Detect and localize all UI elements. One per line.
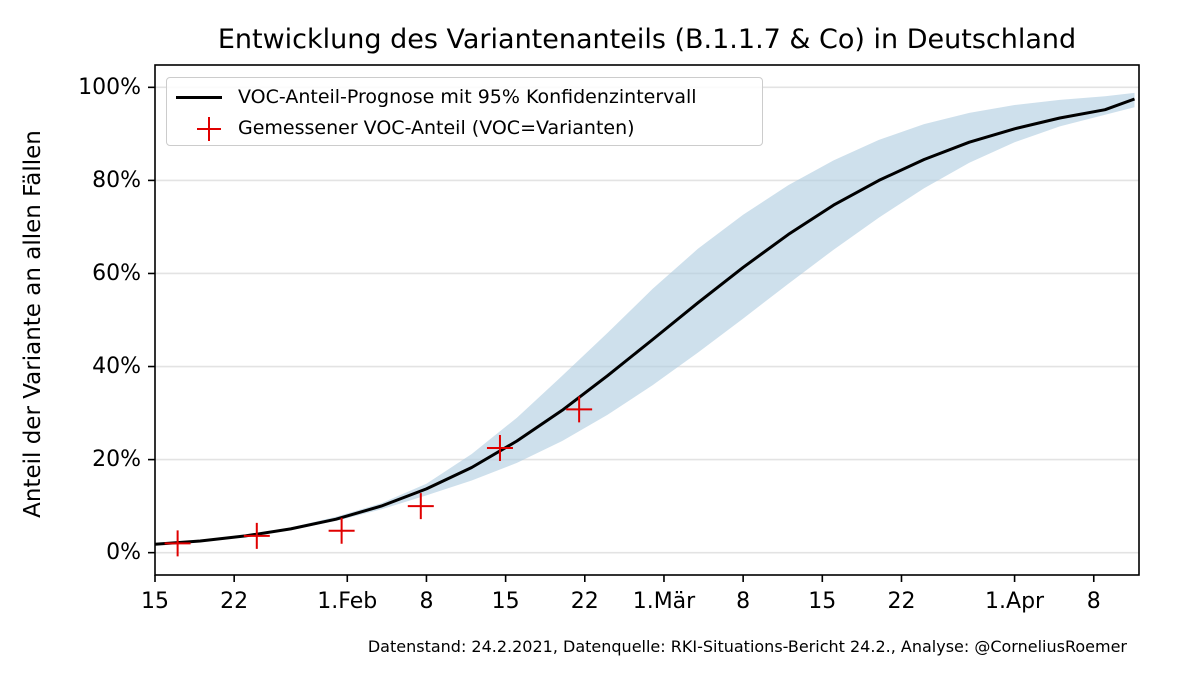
x-tick-label-10: 1.Apr xyxy=(985,589,1045,614)
legend-label-measured: Gemessener VOC-Anteil (VOC=Varianten) xyxy=(238,117,635,139)
x-tick-label-0: 15 xyxy=(141,589,169,614)
x-tick-label-5: 22 xyxy=(571,589,599,614)
y-tick-label-5: 100% xyxy=(78,75,141,100)
y-tick-label-4: 80% xyxy=(92,168,141,193)
legend-label-forecast: VOC-Anteil-Prognose mit 95% Konfidenzint… xyxy=(238,86,697,108)
measured-point-2 xyxy=(328,517,355,544)
footer-source-note: Datenstand: 24.2.2021, Datenquelle: RKI-… xyxy=(367,637,1127,656)
chart-title: Entwicklung des Variantenanteils (B.1.1.… xyxy=(217,24,1077,55)
x-tick-label-9: 22 xyxy=(887,589,915,614)
x-tick-label-3: 8 xyxy=(419,589,433,614)
legend-plus-swatch xyxy=(176,115,222,141)
measured-point-3 xyxy=(407,493,434,520)
legend-line-swatch xyxy=(176,84,222,110)
x-tick-label-1: 22 xyxy=(220,589,248,614)
x-tick-label-6: 1.Mär xyxy=(633,589,696,614)
y-tick-label-0: 0% xyxy=(106,540,141,565)
plot-frame xyxy=(154,64,1140,576)
forecast-line xyxy=(154,97,1136,546)
measured-point-1 xyxy=(243,522,270,549)
legend-item-forecast: VOC-Anteil-Prognose mit 95% Konfidenzint… xyxy=(167,84,697,110)
x-tick-label-2: 1.Feb xyxy=(317,589,377,614)
measured-point-0 xyxy=(164,530,191,557)
legend: VOC-Anteil-Prognose mit 95% Konfidenzint… xyxy=(166,77,763,146)
measured-point-5 xyxy=(566,396,593,423)
measured-point-4 xyxy=(486,434,513,461)
y-tick-label-3: 60% xyxy=(92,261,141,286)
x-tick-label-8: 15 xyxy=(808,589,836,614)
y-tick-label-1: 20% xyxy=(92,447,141,472)
y-axis-label: Anteil der Variante an allen Fällen xyxy=(20,130,46,518)
legend-item-measured: Gemessener VOC-Anteil (VOC=Varianten) xyxy=(167,115,635,141)
y-tick-label-2: 40% xyxy=(92,354,141,379)
x-tick-label-4: 15 xyxy=(492,589,520,614)
x-tick-label-7: 8 xyxy=(736,589,750,614)
x-tick-label-11: 8 xyxy=(1087,589,1101,614)
confidence-band xyxy=(155,92,1135,545)
